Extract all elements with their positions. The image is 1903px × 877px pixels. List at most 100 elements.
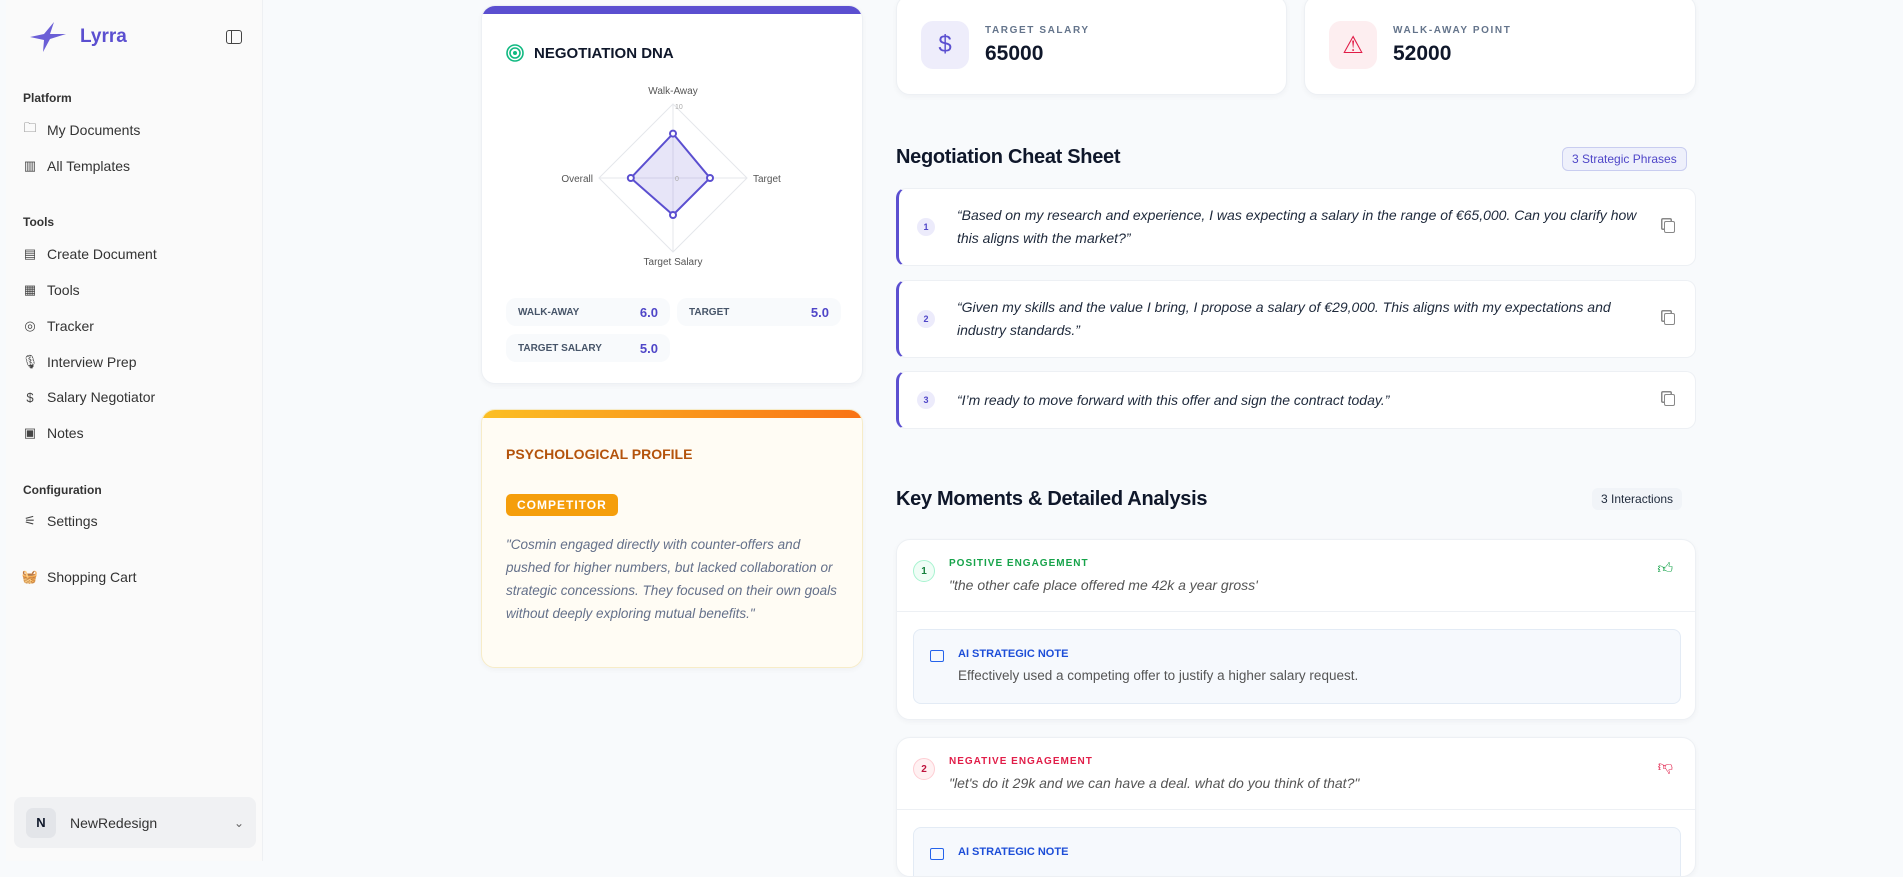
sidebar-item-label: All Templates: [47, 158, 131, 174]
stat-label: WALK-AWAY: [518, 306, 580, 318]
radar-axis-label: Overall: [561, 174, 593, 185]
phrase-card: 2 “Given my skills and the value I bring,…: [896, 280, 1696, 358]
radar-series: [629, 132, 712, 217]
card-accent: [482, 410, 862, 418]
file-icon: ▤: [23, 246, 37, 261]
moment-card: 1 POSITIVE ENGAGEMENT "the other cafe pl…: [896, 539, 1696, 720]
stat-target-salary: TARGET SALARY 5.0: [506, 334, 670, 362]
sidebar-item-shopping-cart[interactable]: 🧺 Shopping Cart: [21, 565, 137, 589]
ai-note: AI STRATEGIC NOTE Effectively used a comp…: [913, 629, 1681, 704]
message-icon: [930, 650, 944, 662]
moment-quote: "let's do it 29k and we can have a deal.…: [949, 775, 1360, 791]
sidebar-item-label: Salary Negotiator: [47, 389, 156, 405]
ai-note: AI STRATEGIC NOTE: [913, 827, 1681, 876]
walkaway-value: 52000: [1393, 41, 1452, 65]
stat-value: 5.0: [810, 304, 829, 320]
workspace-name: NewRedesign: [70, 814, 158, 831]
message-icon: [930, 848, 944, 860]
sidebar-item-label: Tools: [47, 282, 80, 298]
sidebar-item-label: My Documents: [47, 122, 141, 138]
target-label: TARGET SALARY: [985, 24, 1090, 36]
stat-value: 5.0: [639, 340, 658, 356]
sidebar-item-create-document[interactable]: ▤ Create Document: [23, 242, 157, 266]
radar-tick-label: 10: [675, 104, 683, 111]
moment-label: NEGATIVE ENGAGEMENT: [949, 756, 1093, 767]
sidebar-item-salary-negotiator[interactable]: $ Salary Negotiator: [23, 385, 155, 409]
moment-number: 2: [913, 758, 935, 780]
map-icon: ▥: [23, 158, 37, 173]
radar-axis-label: Target: [753, 174, 781, 185]
section-tools: Tools: [23, 215, 55, 229]
phrase-card: 3 “I’m ready to move forward with this of…: [896, 371, 1696, 429]
radar-chart: Walk-Away Target Target Salary Overall 0 10: [561, 86, 781, 268]
profile-badge: COMPETITOR: [506, 494, 618, 516]
radar-axis-label: Walk-Away: [648, 86, 697, 97]
profile-text: "Cosmin engaged directly with counter-of…: [506, 537, 837, 621]
mic-icon: 🎙: [21, 354, 39, 369]
star-logo-icon: [30, 22, 66, 52]
avatar: N: [26, 807, 56, 838]
briefcase-icon: ▦: [23, 282, 37, 297]
thumbs-down-icon: 👎︎: [1657, 758, 1673, 775]
target-salary-card: $ TARGET SALARY 65000: [896, 0, 1287, 95]
logo[interactable]: Lyrra: [28, 20, 127, 54]
sidebar-item-tracker[interactable]: ◎ Tracker: [23, 314, 94, 338]
cheat-sheet-title: Negotiation Cheat Sheet: [896, 146, 1121, 168]
warning-icon: ⚠: [1329, 21, 1377, 69]
sidebar-item-label: Interview Prep: [47, 354, 137, 370]
section-platform: Platform: [23, 91, 72, 105]
moment-quote: "the other cafe place offered me 42k a y…: [949, 577, 1258, 593]
sidebar-item-label: Tracker: [47, 318, 94, 334]
interactions-count-badge: 3 Interactions: [1592, 488, 1683, 510]
note-text: Effectively used a competing offer to ju…: [958, 668, 1359, 683]
note-title: AI STRATEGIC NOTE: [958, 648, 1069, 660]
sidebar-item-all-templates[interactable]: ▥ All Templates: [23, 154, 130, 178]
moment-card: 2 NEGATIVE ENGAGEMENT "let's do it 29k a…: [896, 737, 1696, 877]
phrase-card: 1 “Based on my research and experience, I…: [896, 188, 1696, 266]
radar-point: [669, 129, 677, 138]
key-moments-title: Key Moments & Detailed Analysis: [896, 488, 1208, 510]
thumbs-up-icon: 👍︎: [1657, 560, 1673, 577]
stat-target: TARGET 5.0: [677, 298, 841, 326]
sliders-icon: ⚟: [24, 513, 36, 528]
moment-number: 1: [913, 560, 935, 582]
copy-icon[interactable]: [1664, 221, 1675, 233]
phrase-number: 2: [917, 310, 935, 328]
clipboard-icon: ▣: [23, 425, 37, 440]
dollar-icon: $: [921, 21, 969, 69]
psychological-profile-card: PSYCHOLOGICAL PROFILE COMPETITOR "Cosmin…: [481, 409, 863, 668]
stat-label: TARGET: [689, 306, 730, 318]
radar-point: [626, 174, 635, 182]
radar-point: [706, 174, 714, 182]
sidebar-item-notes[interactable]: ▣ Notes: [23, 421, 84, 445]
walk-away-card: ⚠ WALK-AWAY POINT 52000: [1304, 0, 1696, 95]
moment-header: 2 NEGATIVE ENGAGEMENT "let's do it 29k a…: [897, 738, 1695, 810]
copy-icon[interactable]: [1664, 394, 1675, 406]
brand-name: Lyrra: [80, 26, 127, 47]
sidebar-item-tools[interactable]: ▦ Tools: [23, 278, 80, 302]
stat-walk-away: WALK-AWAY 6.0: [506, 298, 670, 326]
sidebar-item-label: Shopping Cart: [47, 569, 137, 585]
moment-label: POSITIVE ENGAGEMENT: [949, 558, 1089, 569]
phrases-count-badge: 3 Strategic Phrases: [1562, 147, 1687, 171]
sidebar-item-settings[interactable]: ⚟ Settings: [23, 509, 97, 533]
stat-value: 6.0: [639, 304, 658, 320]
phrase-number: 3: [917, 391, 935, 409]
copy-icon[interactable]: [1664, 313, 1675, 325]
sidebar-item-interview-prep[interactable]: 🎙 Interview Prep: [21, 350, 137, 374]
dollar-icon: $: [26, 389, 34, 405]
target-icon: ◎: [24, 318, 36, 333]
moment-header: 1 POSITIVE ENGAGEMENT "the other cafe pl…: [897, 540, 1695, 612]
basket-icon: 🧺: [21, 569, 39, 584]
chevron-down-icon: ⌄: [233, 815, 244, 830]
sidebar-item-my-documents[interactable]: 🗀 My Documents: [23, 118, 140, 142]
card-accent: [482, 6, 862, 14]
sidebar-toggle-icon[interactable]: [226, 30, 242, 44]
target-value: 65000: [985, 41, 1044, 65]
phrase-text: “Based on my research and experience, I …: [957, 207, 1637, 246]
phrase-number: 1: [917, 218, 935, 236]
radar-point: [669, 211, 677, 219]
workspace-switcher[interactable]: N NewRedesign ⌄: [14, 797, 256, 848]
sidebar-item-label: Notes: [47, 425, 84, 441]
sidebar: Lyrra Platform 🗀 My Documents ▥ All Templa…: [6, 0, 263, 861]
